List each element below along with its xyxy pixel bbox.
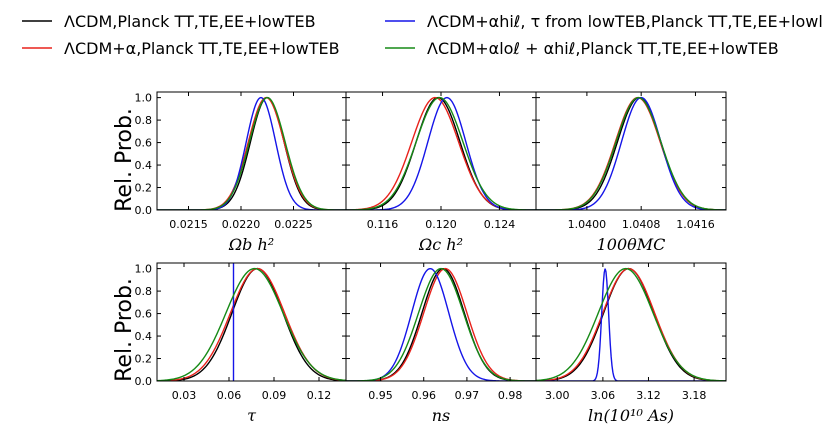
- x-tick-label: 0.97: [455, 389, 480, 402]
- panel-6: 3.00 3.06 3.12 3.18 ln(10¹⁰ As): [535, 262, 727, 425]
- legend-entry-alpha-hi: ΛCDM+αhiℓ, τ from lowTEB,Planck TT,TE,EE…: [385, 12, 823, 31]
- series-line-2: [536, 267, 726, 381]
- x-tick-label: 3.06: [591, 389, 616, 402]
- panel-5: 0.95 0.96 0.97 0.98 ns: [345, 262, 537, 425]
- axes-frame: [535, 91, 727, 211]
- panel-4: 0.03 0.06 0.09 0.12 0.0 0.2 0.4 0.6 0.8 1.0 τ: [135, 262, 347, 425]
- y-tick-label: 0.4: [135, 159, 153, 172]
- x-tick-label: 1.0400: [568, 218, 607, 231]
- legend-entry-alpha: ΛCDM+α,Planck TT,TE,EE+lowTEB: [22, 39, 340, 58]
- x-axis-label: τ: [247, 406, 257, 425]
- x-axis-label: 100θMC: [597, 235, 666, 254]
- x-tick-label: 3.00: [545, 389, 570, 402]
- y-tick-label: 0.8: [135, 285, 153, 298]
- x-tick-label: 0.120: [425, 218, 457, 231]
- y-tick-label: 0.6: [135, 308, 153, 321]
- series-line-2: [536, 96, 726, 210]
- x-tick-label: 0.12: [307, 389, 332, 402]
- panel-1: 0.0215 0.0220 0.0225 0.0 0.2 0.4 0.6 0.8 1.0 Ωb h…: [135, 91, 347, 254]
- series-line-1: [536, 96, 726, 210]
- y-tick-label: 0.6: [135, 137, 153, 150]
- x-tick-label: 0.96: [411, 389, 436, 402]
- series-line-1: [346, 96, 536, 210]
- x-tick-label: 0.116: [367, 218, 399, 231]
- x-tick-label: 0.0220: [222, 218, 261, 231]
- series-line-1: [157, 96, 346, 210]
- x-tick-label: 0.124: [484, 218, 516, 231]
- x-axis-label: ns: [432, 406, 451, 425]
- x-tick-label: 0.06: [217, 389, 242, 402]
- x-axis-label: Ωc h²: [418, 235, 463, 254]
- panel-3: 1.0400 1.0408 1.0416 100θMC: [535, 91, 727, 254]
- legend-label-alpha-lo-hi: ΛCDM+αloℓ + αhiℓ,Planck TT,TE,EE+lowTEB: [427, 39, 779, 58]
- panel-2: 0.116 0.120 0.124 Ωc h²: [345, 91, 537, 254]
- series-line-3: [346, 267, 536, 381]
- x-tick-label: 1.0408: [622, 218, 661, 231]
- series-line-1: [536, 267, 726, 381]
- x-axis-label: Ωb h²: [228, 235, 274, 254]
- legend-label-alpha-hi: ΛCDM+αhiℓ, τ from lowTEB,Planck TT,TE,EE…: [427, 12, 823, 31]
- x-axis-label: ln(10¹⁰ As): [588, 406, 674, 425]
- series-line-1: [157, 267, 346, 381]
- series-line-4: [536, 267, 726, 381]
- x-tick-label: 0.0225: [274, 218, 313, 231]
- series-line-3: [346, 96, 536, 210]
- y-tick-label: 1.0: [135, 92, 153, 105]
- x-tick-label: 3.12: [636, 389, 661, 402]
- series-line-2: [157, 96, 346, 210]
- y-tick-label: 0.0: [135, 375, 153, 388]
- y-tick-label: 0.2: [135, 353, 153, 366]
- y-tick-label: 1.0: [135, 263, 153, 276]
- series-line-2: [346, 96, 536, 210]
- series-line-3: [536, 96, 726, 210]
- series-line-4: [346, 267, 536, 381]
- x-tick-label: 0.95: [368, 389, 393, 402]
- y-tick-label: 0.0: [135, 204, 153, 217]
- y-tick-label: 0.8: [135, 114, 153, 127]
- x-tick-label: 0.0215: [169, 218, 208, 231]
- series-line-3: [536, 268, 726, 381]
- x-tick-label: 3.18: [682, 389, 707, 402]
- y-tick-label: 0.2: [135, 182, 153, 195]
- series-line-4: [536, 96, 726, 210]
- x-tick-label: 0.09: [262, 389, 287, 402]
- series-line-2: [157, 267, 346, 381]
- axes-frame: [156, 91, 347, 211]
- legend-label-alpha: ΛCDM+α,Planck TT,TE,EE+lowTEB: [64, 39, 340, 58]
- y-tick-label: 0.4: [135, 330, 153, 343]
- series-line-3: [157, 96, 346, 210]
- legend: ΛCDM,Planck TT,TE,EE+lowTEB ΛCDM+α,Planc…: [22, 12, 823, 58]
- y-axis-label-top: Rel. Prob.: [112, 108, 137, 212]
- x-tick-label: 0.98: [498, 389, 523, 402]
- x-tick-label: 1.0416: [676, 218, 715, 231]
- legend-entry-alpha-lo-hi: ΛCDM+αloℓ + αhiℓ,Planck TT,TE,EE+lowTEB: [385, 39, 779, 58]
- series-line-4: [157, 96, 346, 210]
- panels: 0.0215 0.0220 0.0225 0.0 0.2 0.4 0.6 0.8 1.0 Ωb h…: [135, 91, 727, 425]
- axes-frame: [345, 91, 537, 211]
- axes-frame: [156, 262, 347, 382]
- x-tick-label: 0.03: [172, 389, 197, 402]
- axes-frame: [535, 262, 727, 382]
- series-line-4: [157, 267, 346, 381]
- y-axis-label-bottom: Rel. Prob.: [112, 278, 137, 382]
- axes-frame: [345, 262, 537, 382]
- series-line-4: [346, 96, 536, 210]
- legend-label-lcdm: ΛCDM,Planck TT,TE,EE+lowTEB: [64, 12, 316, 31]
- legend-entry-lcdm: ΛCDM,Planck TT,TE,EE+lowTEB: [22, 12, 316, 31]
